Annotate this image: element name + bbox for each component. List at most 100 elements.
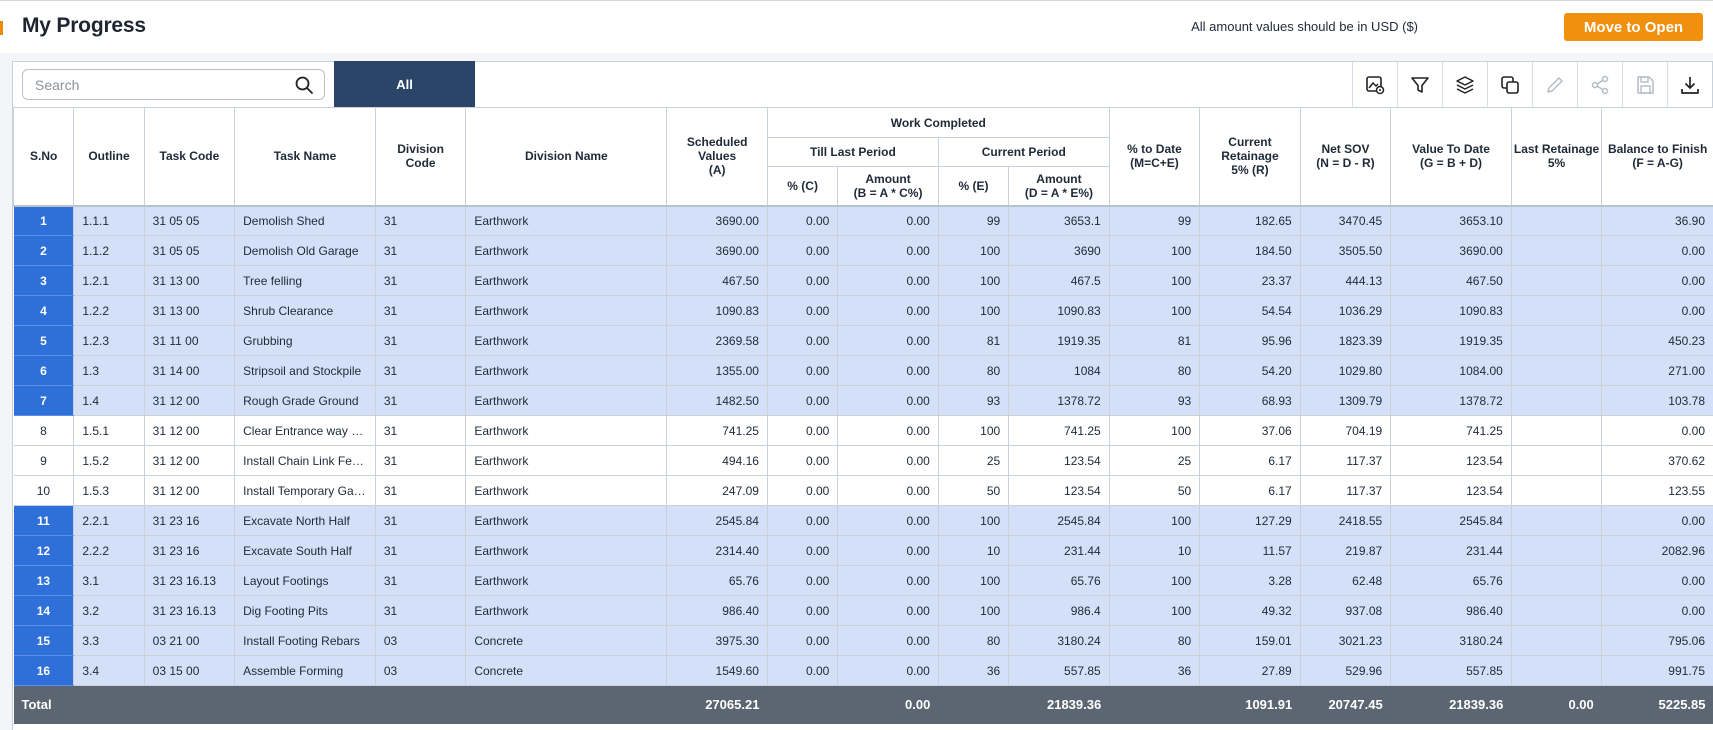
table-row[interactable]: 6 1.3 31 14 00 Stripsoil and Stockpile 31 Ear… bbox=[13, 355, 1713, 386]
task-code-cell: 31 23 16 bbox=[144, 535, 236, 566]
division-name-cell: Earthwork bbox=[465, 235, 668, 266]
row-number-cell[interactable]: 15 bbox=[13, 625, 75, 656]
table-row[interactable]: 2 1.1.2 31 05 05 Demolish Old Garage 31 Earth… bbox=[13, 235, 1713, 266]
col-header-task-name[interactable]: Task Name bbox=[234, 107, 376, 206]
net-sov-cell: 2418.55 bbox=[1300, 505, 1392, 536]
col-header-value-to-date[interactable]: Value To Date (G = B + D) bbox=[1390, 107, 1512, 206]
cp-pct-cell: 93 bbox=[938, 385, 1010, 416]
task-code-cell: 03 15 00 bbox=[144, 655, 236, 686]
balance-cell: 370.62 bbox=[1601, 445, 1713, 476]
task-code-cell: 31 11 00 bbox=[144, 325, 236, 356]
download-button[interactable] bbox=[1667, 62, 1712, 107]
col-header-last-retainage[interactable]: Last Retainage 5% bbox=[1510, 107, 1603, 206]
division-name-cell: Earthwork bbox=[465, 535, 668, 566]
pct-to-date-cell: 80 bbox=[1109, 355, 1201, 386]
table-row[interactable]: 5 1.2.3 31 11 00 Grubbing 31 Earthwork 2369.58… bbox=[13, 325, 1713, 356]
col-header-balance-to-finish[interactable]: Balance to Finish (F = A-G) bbox=[1601, 107, 1713, 206]
total-row: Total 27065.21 0.00 21839.36 1091.91 207… bbox=[13, 685, 1713, 724]
tab-all[interactable]: All bbox=[334, 61, 475, 107]
scheduled-value-cell: 741.25 bbox=[666, 415, 768, 446]
col-header-current-retainage[interactable]: Current Retainage 5% (R) bbox=[1199, 107, 1301, 206]
tlp-amount-cell: 0.00 bbox=[837, 475, 939, 506]
col-header-tlp-pct[interactable]: % (C) bbox=[766, 166, 839, 206]
row-number-cell[interactable]: 3 bbox=[13, 265, 75, 296]
row-number-cell[interactable]: 16 bbox=[13, 655, 75, 686]
last-retainage-cell bbox=[1511, 355, 1603, 386]
table-row[interactable]: 13 3.1 31 23 16.13 Layout Footings 31 Earthwo… bbox=[13, 565, 1713, 596]
cp-amount-cell: 3690 bbox=[1008, 235, 1110, 266]
row-number-cell[interactable]: 5 bbox=[13, 325, 75, 356]
table-row[interactable]: 7 1.4 31 12 00 Rough Grade Ground 31 Earthwor… bbox=[13, 385, 1713, 416]
col-header-division-code[interactable]: Division Code bbox=[374, 107, 467, 206]
cp-amount-cell: 557.85 bbox=[1008, 655, 1110, 686]
filter-button[interactable] bbox=[1397, 62, 1442, 107]
col-header-tlp-amount[interactable]: Amount (B = A * C%) bbox=[837, 166, 939, 206]
col-header-net-sov[interactable]: Net SOV (N = D - R) bbox=[1299, 107, 1392, 206]
task-name-cell: Excavate North Half bbox=[234, 505, 376, 536]
table-row[interactable]: 10 1.5.3 31 12 00 Install Temporary Gat... 3… bbox=[13, 475, 1713, 506]
search-input[interactable] bbox=[35, 75, 285, 95]
tlp-amount-cell: 0.00 bbox=[837, 565, 939, 596]
table-row[interactable]: 16 3.4 03 15 00 Assemble Forming 03 Concrete 1… bbox=[13, 655, 1713, 686]
table-row[interactable]: 3 1.2.1 31 13 00 Tree felling 31 Earthwork 467… bbox=[13, 265, 1713, 296]
net-sov-cell: 1309.79 bbox=[1300, 385, 1392, 416]
row-number-cell[interactable]: 11 bbox=[13, 505, 75, 536]
task-name-cell: Install Temporary Gat... bbox=[234, 475, 376, 506]
table-row[interactable]: 1 1.1.1 31 05 05 Demolish Shed 31 Earthwork 36… bbox=[13, 205, 1713, 236]
col-header-scheduled-values[interactable]: Scheduled Values (A) bbox=[666, 107, 768, 206]
value-to-date-cell: 1378.72 bbox=[1390, 385, 1512, 416]
share-button[interactable] bbox=[1577, 62, 1622, 107]
row-number-cell[interactable]: 14 bbox=[13, 595, 75, 626]
balance-cell: 271.00 bbox=[1601, 355, 1713, 386]
row-number-cell[interactable]: 6 bbox=[13, 355, 75, 386]
row-number-cell[interactable]: 4 bbox=[13, 295, 75, 326]
row-number-cell[interactable]: 12 bbox=[13, 535, 75, 566]
cp-pct-cell: 99 bbox=[938, 205, 1010, 236]
save-button[interactable] bbox=[1622, 62, 1667, 107]
layers-button[interactable] bbox=[1442, 62, 1487, 107]
current-retainage-cell: 159.01 bbox=[1199, 625, 1301, 656]
row-number-cell[interactable]: 7 bbox=[13, 385, 75, 416]
row-number-cell[interactable]: 8 bbox=[13, 415, 75, 446]
table-row[interactable]: 14 3.2 31 23 16.13 Dig Footing Pits 31 Earthw… bbox=[13, 595, 1713, 626]
pct-to-date-cell: 50 bbox=[1109, 475, 1201, 506]
col-header-cp-pct[interactable]: % (E) bbox=[937, 166, 1010, 206]
col-header-division-name[interactable]: Division Name bbox=[465, 107, 668, 206]
division-code-cell: 31 bbox=[375, 535, 467, 566]
col-header-current-period: Current Period bbox=[937, 137, 1110, 167]
cp-pct-cell: 25 bbox=[938, 445, 1010, 476]
copy-button[interactable] bbox=[1487, 62, 1532, 107]
move-to-open-button[interactable]: Move to Open bbox=[1564, 13, 1703, 41]
table-row[interactable]: 9 1.5.2 31 12 00 Install Chain Link Fen... 3… bbox=[13, 445, 1713, 476]
division-name-cell: Concrete bbox=[465, 625, 668, 656]
scheduled-value-cell: 1355.00 bbox=[666, 355, 768, 386]
table-row[interactable]: 12 2.2.2 31 23 16 Excavate South Half 31 Eart… bbox=[13, 535, 1713, 566]
task-code-cell: 31 23 16.13 bbox=[144, 595, 236, 626]
tlp-pct-cell: 0.00 bbox=[767, 475, 839, 506]
image-settings-button[interactable] bbox=[1352, 62, 1397, 107]
net-sov-cell: 704.19 bbox=[1300, 415, 1392, 446]
row-number-cell[interactable]: 1 bbox=[13, 205, 75, 236]
table-row[interactable]: 8 1.5.1 31 12 00 Clear Entrance way a... 31 E… bbox=[13, 415, 1713, 446]
col-header-sno[interactable]: S.No bbox=[13, 107, 75, 206]
col-header-cp-amount[interactable]: Amount (D = A * E%) bbox=[1008, 166, 1110, 206]
total-last-retainage: 0.00 bbox=[1511, 685, 1602, 724]
tlp-pct-cell: 0.00 bbox=[767, 655, 839, 686]
col-header-task-code[interactable]: Task Code bbox=[143, 107, 236, 206]
row-number-cell[interactable]: 10 bbox=[13, 475, 75, 506]
table-row[interactable]: 11 2.2.1 31 23 16 Excavate North Half 31 Eart… bbox=[13, 505, 1713, 536]
filter-icon bbox=[1411, 76, 1429, 93]
current-retainage-cell: 127.29 bbox=[1199, 505, 1301, 536]
division-code-cell: 31 bbox=[375, 355, 467, 386]
table-row[interactable]: 15 3.3 03 21 00 Install Footing Rebars 03 Con… bbox=[13, 625, 1713, 656]
pct-to-date-cell: 100 bbox=[1109, 415, 1201, 446]
col-header-outline[interactable]: Outline bbox=[73, 107, 145, 206]
search-icon[interactable] bbox=[294, 75, 314, 95]
col-header-pct-to-date[interactable]: % to Date (M=C+E) bbox=[1108, 107, 1201, 206]
row-number-cell[interactable]: 9 bbox=[13, 445, 75, 476]
row-number-cell[interactable]: 13 bbox=[13, 565, 75, 596]
edit-button[interactable] bbox=[1532, 62, 1577, 107]
table-row[interactable]: 4 1.2.2 31 13 00 Shrub Clearance 31 Earthwork… bbox=[13, 295, 1713, 326]
row-number-cell[interactable]: 2 bbox=[13, 235, 75, 266]
